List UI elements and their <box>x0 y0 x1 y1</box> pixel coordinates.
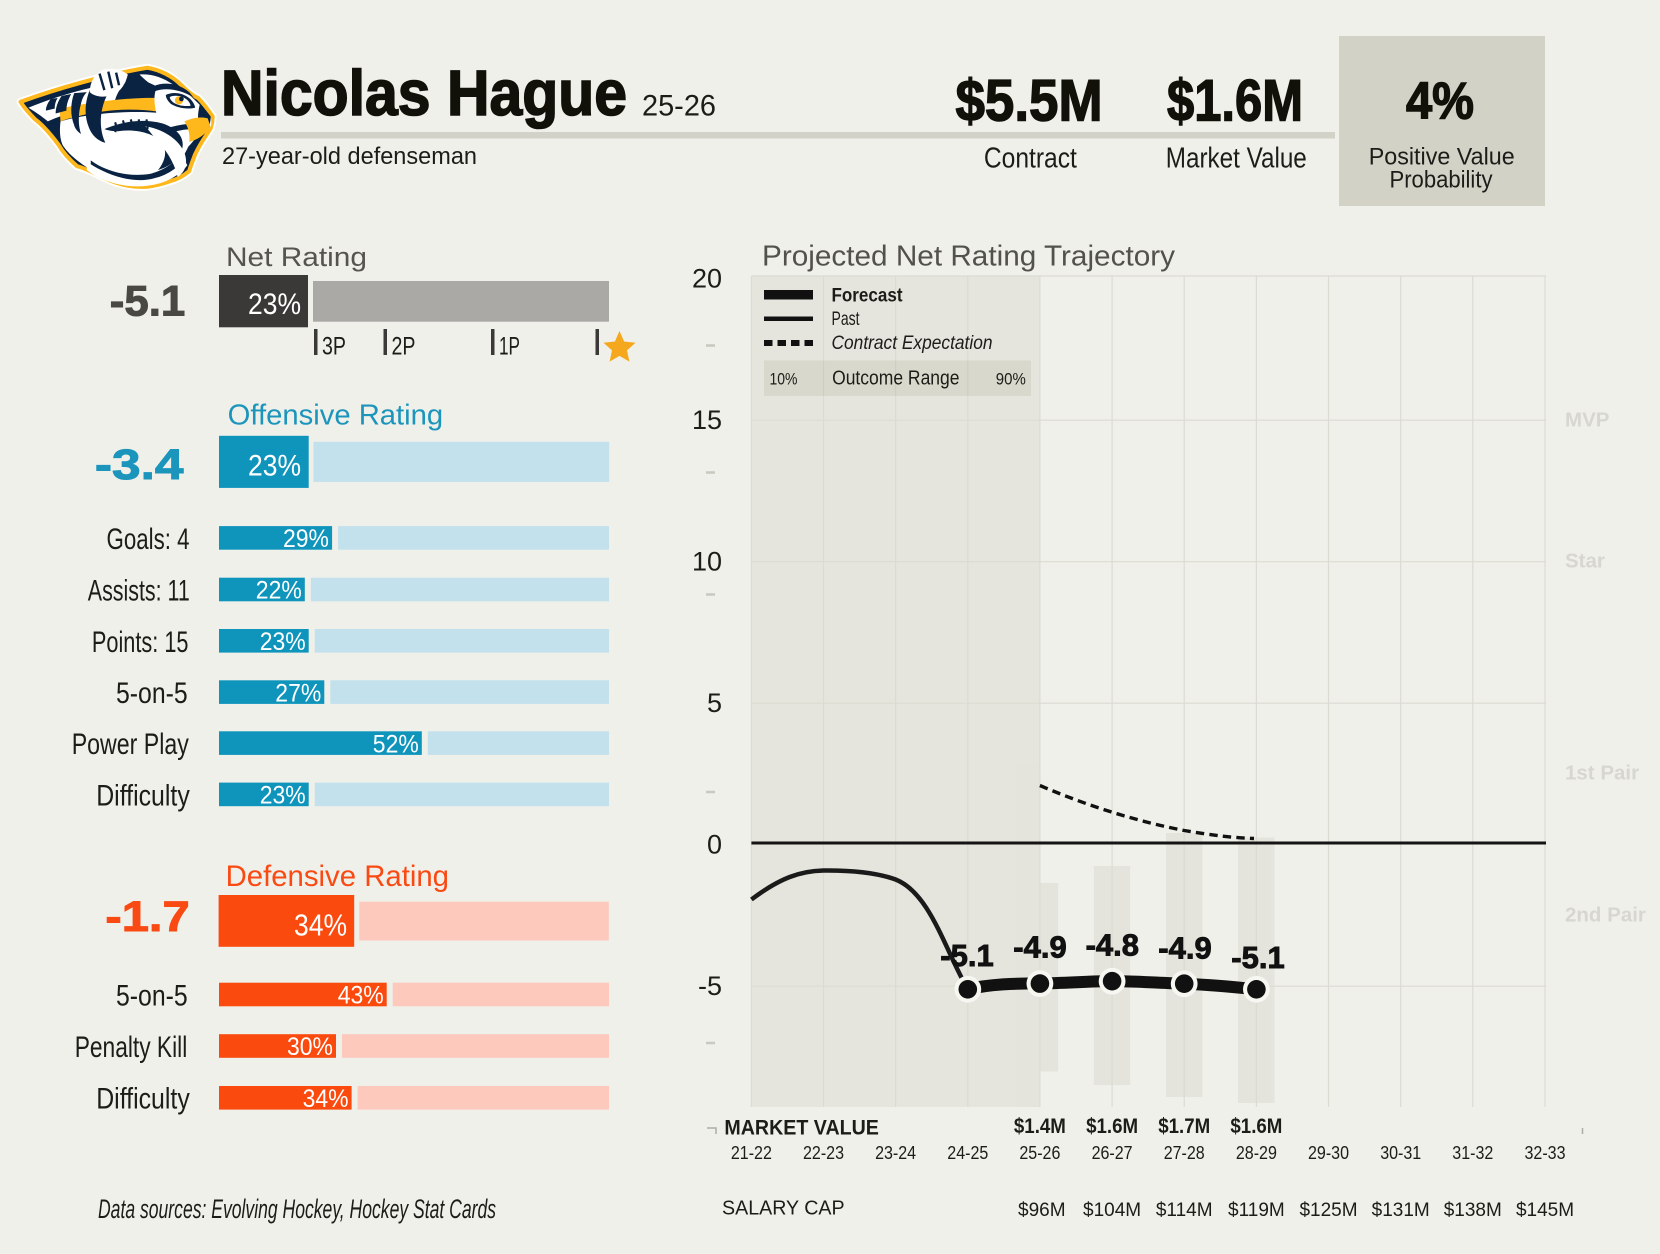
svg-text:21-22: 21-22 <box>731 1143 772 1163</box>
svg-text:28-29: 28-29 <box>1236 1143 1277 1163</box>
svg-text:5-on-5: 5-on-5 <box>116 979 188 1012</box>
svg-text:Goals: 4: Goals: 4 <box>107 523 190 556</box>
svg-text:34%: 34% <box>294 908 347 943</box>
svg-text:-5.1: -5.1 <box>1231 940 1284 975</box>
svg-text:Net Rating: Net Rating <box>226 242 367 272</box>
svg-text:-3.4: -3.4 <box>95 441 184 489</box>
svg-text:25-26: 25-26 <box>1019 1143 1060 1163</box>
svg-text:Power Play: Power Play <box>72 728 189 761</box>
svg-text:$145M: $145M <box>1516 1200 1574 1221</box>
svg-text:90%: 90% <box>996 371 1026 389</box>
svg-text:23%: 23% <box>248 449 301 482</box>
svg-text:$138M: $138M <box>1444 1200 1502 1221</box>
svg-text:Probability: Probability <box>1390 167 1494 194</box>
svg-text:Forecast: Forecast <box>832 285 903 307</box>
svg-text:43%: 43% <box>338 982 384 1010</box>
svg-text:-5.1: -5.1 <box>110 277 186 325</box>
svg-text:0: 0 <box>707 830 722 860</box>
svg-text:10: 10 <box>692 547 722 577</box>
svg-text:Difficulty: Difficulty <box>96 1083 190 1116</box>
svg-text:Projected Net Rating Trajector: Projected Net Rating Trajectory <box>762 241 1176 273</box>
svg-text:31-32: 31-32 <box>1452 1143 1493 1163</box>
svg-text:$1.7M: $1.7M <box>1158 1115 1210 1138</box>
svg-text:-1.7: -1.7 <box>105 893 189 941</box>
svg-text:-5.1: -5.1 <box>940 938 993 973</box>
svg-text:27-28: 27-28 <box>1164 1143 1205 1163</box>
svg-text:Positive Value: Positive Value <box>1369 143 1515 170</box>
svg-text:$104M: $104M <box>1083 1200 1141 1221</box>
svg-text:$131M: $131M <box>1372 1200 1430 1221</box>
svg-text:Defensive Rating: Defensive Rating <box>226 860 449 893</box>
svg-text:Contract: Contract <box>984 142 1077 174</box>
svg-text:2P: 2P <box>392 333 416 361</box>
svg-text:-4.8: -4.8 <box>1086 927 1139 962</box>
svg-text:5: 5 <box>707 688 722 718</box>
svg-text:$114M: $114M <box>1156 1200 1213 1221</box>
svg-text:MARKET VALUE: MARKET VALUE <box>724 1115 879 1139</box>
svg-text:Penalty Kill: Penalty Kill <box>75 1031 188 1064</box>
svg-text:$125M: $125M <box>1299 1200 1357 1221</box>
svg-text:Points: 15: Points: 15 <box>92 626 189 659</box>
svg-text:10%: 10% <box>770 371 798 389</box>
svg-text:20: 20 <box>692 264 722 294</box>
svg-text:3P: 3P <box>322 333 346 361</box>
svg-text:23%: 23% <box>260 628 306 656</box>
svg-text:SALARY CAP: SALARY CAP <box>722 1198 845 1220</box>
svg-text:32-33: 32-33 <box>1525 1143 1566 1163</box>
svg-text:Market Value: Market Value <box>1166 142 1307 174</box>
svg-text:Difficulty: Difficulty <box>96 779 190 812</box>
svg-text:5-on-5: 5-on-5 <box>116 677 188 710</box>
svg-text:34%: 34% <box>303 1085 349 1113</box>
svg-text:$1.6M: $1.6M <box>1167 68 1303 133</box>
svg-text:MVP: MVP <box>1565 409 1609 432</box>
svg-text:Data sources: Evolving Hockey,: Data sources: Evolving Hockey, Hockey St… <box>98 1194 496 1224</box>
svg-text:Outcome Range: Outcome Range <box>832 368 959 390</box>
svg-text:Nicolas Hague: Nicolas Hague <box>221 57 627 129</box>
svg-text:26-27: 26-27 <box>1092 1143 1133 1163</box>
svg-text:27%: 27% <box>275 679 321 707</box>
svg-text:Contract Expectation: Contract Expectation <box>832 332 993 354</box>
svg-text:Assists: 11: Assists: 11 <box>88 575 190 608</box>
svg-text:-4.9: -4.9 <box>1013 929 1066 964</box>
svg-text:-5: -5 <box>698 971 722 1001</box>
svg-text:Past: Past <box>832 308 860 330</box>
svg-text:$96M: $96M <box>1018 1200 1066 1221</box>
svg-text:$1.6M: $1.6M <box>1230 1115 1282 1138</box>
svg-text:23-24: 23-24 <box>875 1143 916 1163</box>
svg-text:-4.9: -4.9 <box>1158 930 1211 965</box>
svg-text:22-23: 22-23 <box>803 1143 844 1163</box>
svg-text:30-31: 30-31 <box>1380 1143 1421 1163</box>
svg-text:27-year-old defenseman: 27-year-old defenseman <box>222 143 477 170</box>
svg-text:24-25: 24-25 <box>947 1143 988 1163</box>
svg-text:52%: 52% <box>373 730 419 758</box>
svg-text:29-30: 29-30 <box>1308 1143 1349 1163</box>
svg-text:1P: 1P <box>499 333 520 361</box>
svg-text:$5.5M: $5.5M <box>956 68 1103 133</box>
svg-text:23%: 23% <box>260 782 306 810</box>
svg-text:29%: 29% <box>283 525 329 553</box>
svg-text:25-26: 25-26 <box>642 89 716 122</box>
svg-text:30%: 30% <box>287 1033 333 1061</box>
svg-text:23%: 23% <box>248 288 301 321</box>
svg-text:15: 15 <box>692 405 722 435</box>
svg-text:$119M: $119M <box>1228 1200 1285 1221</box>
svg-text:Offensive Rating: Offensive Rating <box>228 400 444 432</box>
svg-text:4%: 4% <box>1406 73 1474 131</box>
svg-text:1st Pair: 1st Pair <box>1565 762 1639 785</box>
svg-text:22%: 22% <box>256 577 302 605</box>
svg-text:$1.6M: $1.6M <box>1086 1115 1138 1138</box>
svg-text:$1.4M: $1.4M <box>1014 1115 1066 1138</box>
svg-text:Star: Star <box>1565 550 1605 573</box>
svg-text:2nd Pair: 2nd Pair <box>1565 904 1646 927</box>
